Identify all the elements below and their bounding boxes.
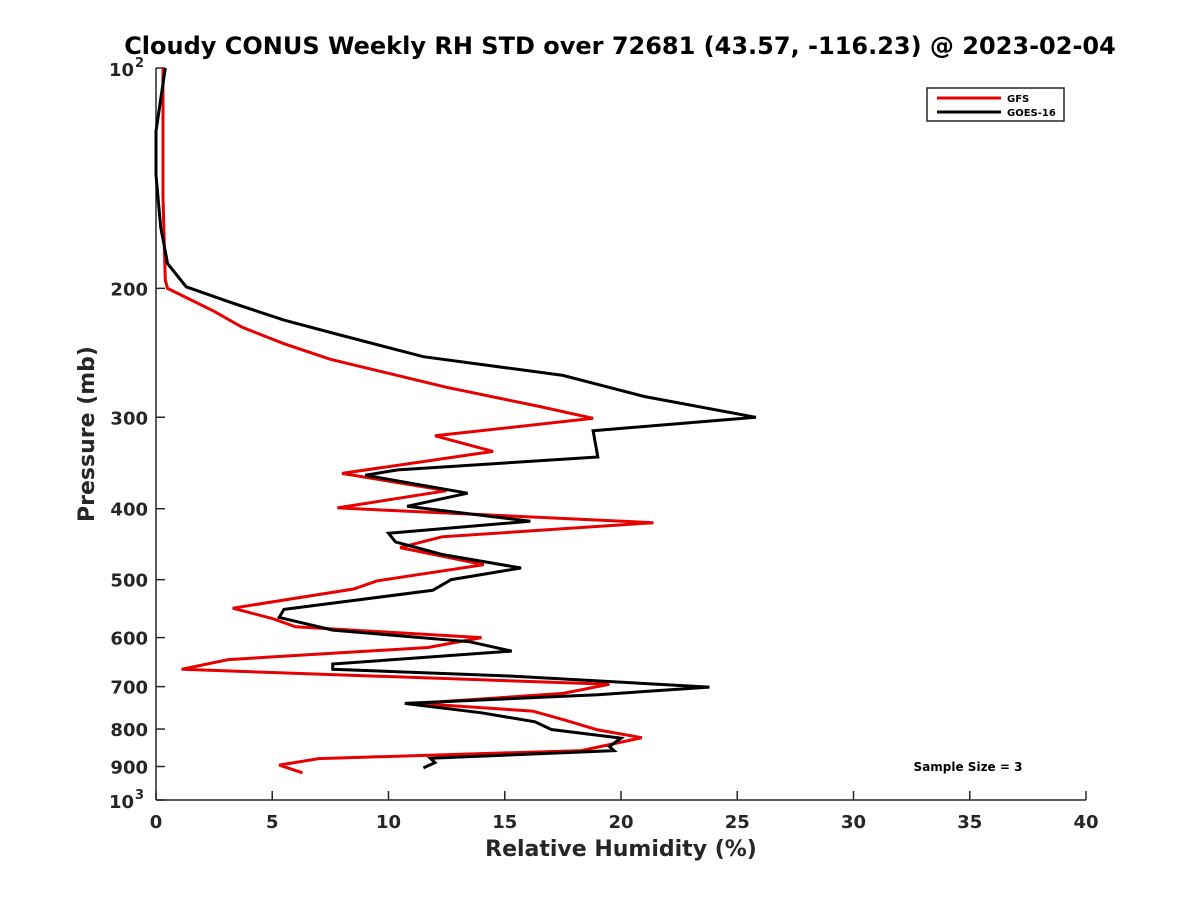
x-tick-label: 0 bbox=[150, 812, 163, 833]
legend: GFS GOES-16 bbox=[926, 87, 1065, 122]
x-tick-label: 35 bbox=[957, 812, 982, 833]
y-tick-label: 500 bbox=[110, 571, 148, 592]
plot-area: 0 5 10 15 20 25 30 35 40 10 220030040050060070080… bbox=[109, 56, 1099, 833]
y-tick-label: 300 bbox=[110, 408, 148, 429]
y-tick-label: 10 bbox=[109, 792, 134, 813]
x-tick-label: 15 bbox=[492, 812, 517, 833]
series-line-goes-16 bbox=[154, 67, 757, 770]
y-tick-label: 700 bbox=[110, 678, 148, 699]
legend-box bbox=[926, 87, 1065, 122]
series-line-gfs bbox=[161, 68, 654, 775]
y-tick-label: 900 bbox=[110, 758, 148, 779]
legend-label: GFS bbox=[1007, 94, 1029, 105]
x-tick-label: 5 bbox=[266, 812, 279, 833]
legend-label: GOES-16 bbox=[1007, 108, 1056, 119]
chart-title: Cloudy CONUS Weekly RH STD over 72681 (4… bbox=[124, 32, 1116, 60]
series-lines bbox=[154, 67, 757, 775]
y-tick-label: 400 bbox=[110, 500, 148, 521]
x-tick-label: 20 bbox=[608, 812, 633, 833]
x-ticks: 0 5 10 15 20 25 30 35 40 bbox=[150, 791, 1099, 833]
y-tick-label: 10 bbox=[109, 60, 134, 81]
x-axis-label: Relative Humidity (%) bbox=[485, 837, 757, 862]
y-tick-exponent: 2 bbox=[135, 56, 144, 71]
x-tick-label: 40 bbox=[1073, 812, 1098, 833]
x-tick-label: 30 bbox=[841, 812, 866, 833]
y-axis-label: Pressure (mb) bbox=[75, 346, 100, 522]
x-tick-label: 10 bbox=[376, 812, 401, 833]
y-tick-label: 600 bbox=[110, 629, 148, 650]
x-tick-label: 25 bbox=[725, 812, 750, 833]
sample-size-annotation: Sample Size = 3 bbox=[914, 760, 1023, 774]
y-tick-label: 200 bbox=[110, 279, 148, 300]
y-tick-exponent: 3 bbox=[135, 788, 144, 803]
y-tick-label: 800 bbox=[110, 720, 148, 741]
